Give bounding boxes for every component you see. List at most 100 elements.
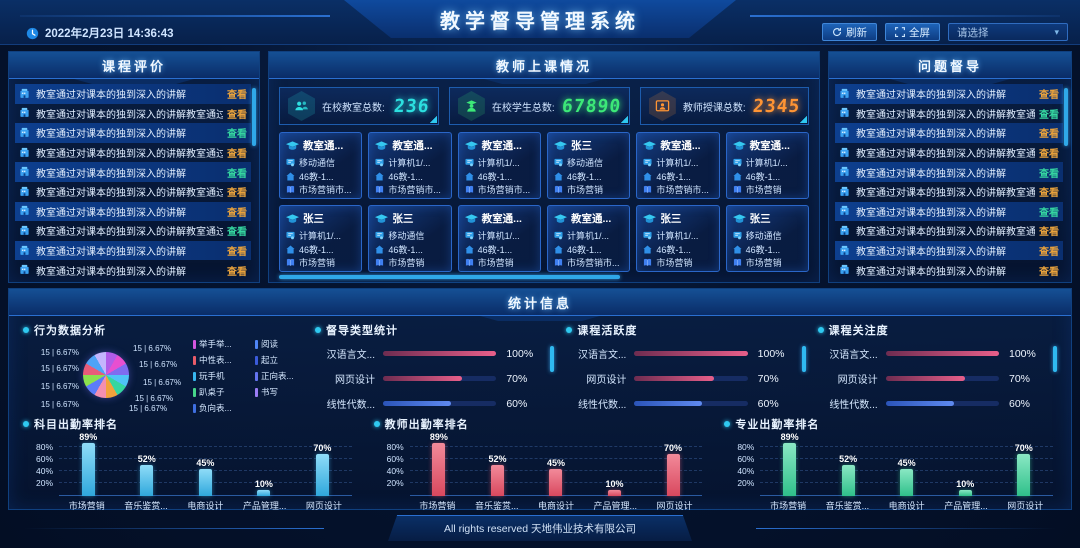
list-item-text: 教室通过对课本的独到深入的讲解教室通过... bbox=[856, 188, 1035, 200]
view-button[interactable]: 查看 bbox=[227, 168, 247, 180]
view-button[interactable]: 查看 bbox=[227, 227, 247, 239]
course-name: 移动通信 bbox=[299, 158, 336, 169]
copyright-text: All rights reserved 天地伟业技术有限公司 bbox=[388, 515, 692, 541]
certificate-icon bbox=[554, 158, 563, 167]
chart-title: 课程活跃度 bbox=[577, 325, 638, 337]
top-header: 教学督导管理系统 2022年2月23日 14:36:43 刷新 全屏 bbox=[0, 0, 1080, 45]
view-button[interactable]: 查看 bbox=[1039, 227, 1059, 239]
horizontal-scrollbar-thumb[interactable] bbox=[279, 275, 620, 279]
classroom-icon bbox=[19, 107, 31, 119]
view-button[interactable]: 查看 bbox=[227, 109, 247, 121]
view-button[interactable]: 查看 bbox=[1039, 109, 1059, 121]
view-button[interactable]: 查看 bbox=[1039, 90, 1059, 102]
course-eval-list: 教室通过对课本的独到深入的讲解 查看 教室通过对课本的独到深入的讲解教室通过... 查… bbox=[9, 79, 259, 280]
course-name: 移动通信 bbox=[745, 231, 782, 242]
classroom-icon bbox=[19, 264, 31, 276]
pie-slice-label: 15 | 6.67% bbox=[40, 400, 79, 409]
view-button[interactable]: 查看 bbox=[227, 266, 247, 278]
view-button[interactable]: 查看 bbox=[1039, 188, 1059, 200]
pie-slice-label: 15 | 6.67% bbox=[135, 394, 174, 403]
room-name: 46教-1... bbox=[388, 244, 423, 255]
house-icon bbox=[375, 172, 384, 181]
bar bbox=[432, 442, 446, 496]
fullscreen-button[interactable]: 全屏 bbox=[885, 23, 940, 41]
stat-value: 67890 bbox=[560, 95, 622, 117]
list-item-text: 教室通过对课本的独到深入的讲解 bbox=[856, 90, 1006, 102]
chart-title: 教师出勤率排名 bbox=[384, 419, 469, 431]
student-icon bbox=[457, 91, 485, 121]
view-button[interactable]: 查看 bbox=[1039, 149, 1059, 161]
chart-scrollbar[interactable] bbox=[801, 346, 806, 372]
bar-track bbox=[383, 401, 497, 406]
classroom-icon bbox=[839, 147, 851, 159]
view-button[interactable]: 查看 bbox=[1039, 247, 1059, 259]
bar bbox=[198, 469, 212, 496]
legend-item: 起立 bbox=[255, 354, 303, 366]
view-button[interactable]: 查看 bbox=[227, 207, 247, 219]
refresh-button[interactable]: 刷新 bbox=[822, 23, 877, 41]
select-placeholder: 请选择 bbox=[957, 26, 989, 39]
classroom-icon bbox=[839, 127, 851, 139]
pie-slice-label: 15 | 6.67% bbox=[129, 404, 168, 413]
classroom-icon bbox=[839, 88, 851, 100]
view-button[interactable]: 查看 bbox=[1039, 266, 1059, 278]
view-button[interactable]: 查看 bbox=[227, 247, 247, 259]
scrollbar-thumb[interactable] bbox=[1064, 88, 1068, 146]
bar-fill bbox=[885, 401, 954, 406]
legend-item: 中性表... bbox=[193, 354, 251, 366]
scrollbar-thumb[interactable] bbox=[252, 88, 256, 146]
title-banner: 教学督导管理系统 bbox=[344, 0, 736, 38]
chevron-down-icon: ▾ bbox=[1054, 26, 1059, 37]
book-icon bbox=[643, 185, 652, 194]
room-name: 46教-1... bbox=[656, 171, 691, 182]
bar-value: 60% bbox=[1008, 397, 1030, 410]
bar-group: 89% bbox=[79, 432, 97, 496]
list-item: 教室通过对课本的独到深入的讲解教室通过... 查看 bbox=[15, 221, 251, 241]
chart-title: 行为数据分析 bbox=[34, 325, 106, 337]
certificate-icon bbox=[465, 158, 474, 167]
legend-item: 书写 bbox=[255, 386, 303, 398]
bar-group: 52% bbox=[138, 454, 156, 496]
chart-title: 专业出勤率排名 bbox=[735, 419, 820, 431]
view-button[interactable]: 查看 bbox=[227, 149, 247, 161]
hbar-row: 汉语言文... 100% bbox=[315, 341, 542, 366]
graduation-cap-icon bbox=[643, 213, 657, 224]
legend-label: 阅读 bbox=[261, 339, 279, 349]
y-axis-tick: 40% bbox=[386, 466, 404, 476]
house-icon bbox=[465, 245, 474, 254]
bar-track bbox=[634, 351, 748, 356]
teacher-class-panel: 教师上课情况 在校教室总数: 236 在校学生总数: 67890 教师授课总数: 2345… bbox=[268, 51, 820, 283]
view-button[interactable]: 查看 bbox=[227, 188, 247, 200]
view-button[interactable]: 查看 bbox=[227, 129, 247, 141]
panel-title: 教师上课情况 bbox=[269, 52, 819, 79]
list-item-text: 教室通过对课本的独到深入的讲解教室通过... bbox=[36, 188, 223, 200]
view-button[interactable]: 查看 bbox=[1039, 129, 1059, 141]
view-button[interactable]: 查看 bbox=[1039, 168, 1059, 180]
major-name: 市场营销 bbox=[567, 185, 604, 196]
bar-group: 52% bbox=[839, 454, 857, 496]
view-button[interactable]: 查看 bbox=[1039, 207, 1059, 219]
bullet-icon bbox=[373, 421, 380, 427]
bar bbox=[900, 469, 914, 496]
stat-box: 在校学生总数: 67890 bbox=[448, 87, 630, 125]
pie-slice-label: 15 | 6.67% bbox=[139, 360, 178, 369]
bar-label: 线性代数... bbox=[326, 400, 375, 411]
statistics-bottom-row: 科目出勤率排名 80% 60% 40% 20% 89% 52% 45% 10% 70% 市场营销 音乐… bbox=[9, 414, 1071, 511]
chart-scrollbar[interactable] bbox=[1052, 346, 1057, 372]
graduation-cap-icon bbox=[286, 213, 299, 224]
book-icon bbox=[733, 258, 742, 267]
classroom-people-icon bbox=[288, 91, 315, 121]
view-button[interactable]: 查看 bbox=[227, 90, 247, 102]
chart-scrollbar[interactable] bbox=[550, 346, 555, 372]
stat-label: 在校教室总数: bbox=[322, 102, 385, 114]
refresh-icon bbox=[832, 27, 842, 37]
bar-group: 45% bbox=[898, 458, 916, 496]
bar bbox=[490, 464, 504, 496]
filter-select[interactable]: 请选择 ▾ bbox=[948, 23, 1068, 41]
y-axis-tick: 80% bbox=[386, 442, 404, 452]
bar-value: 100% bbox=[757, 347, 785, 360]
hbar-row: 线性代数... 60% bbox=[315, 391, 542, 416]
hbar-row: 汉语言文... 100% bbox=[566, 341, 793, 366]
panel-title: 问题督导 bbox=[829, 52, 1071, 79]
bar-value: 100% bbox=[506, 347, 534, 360]
